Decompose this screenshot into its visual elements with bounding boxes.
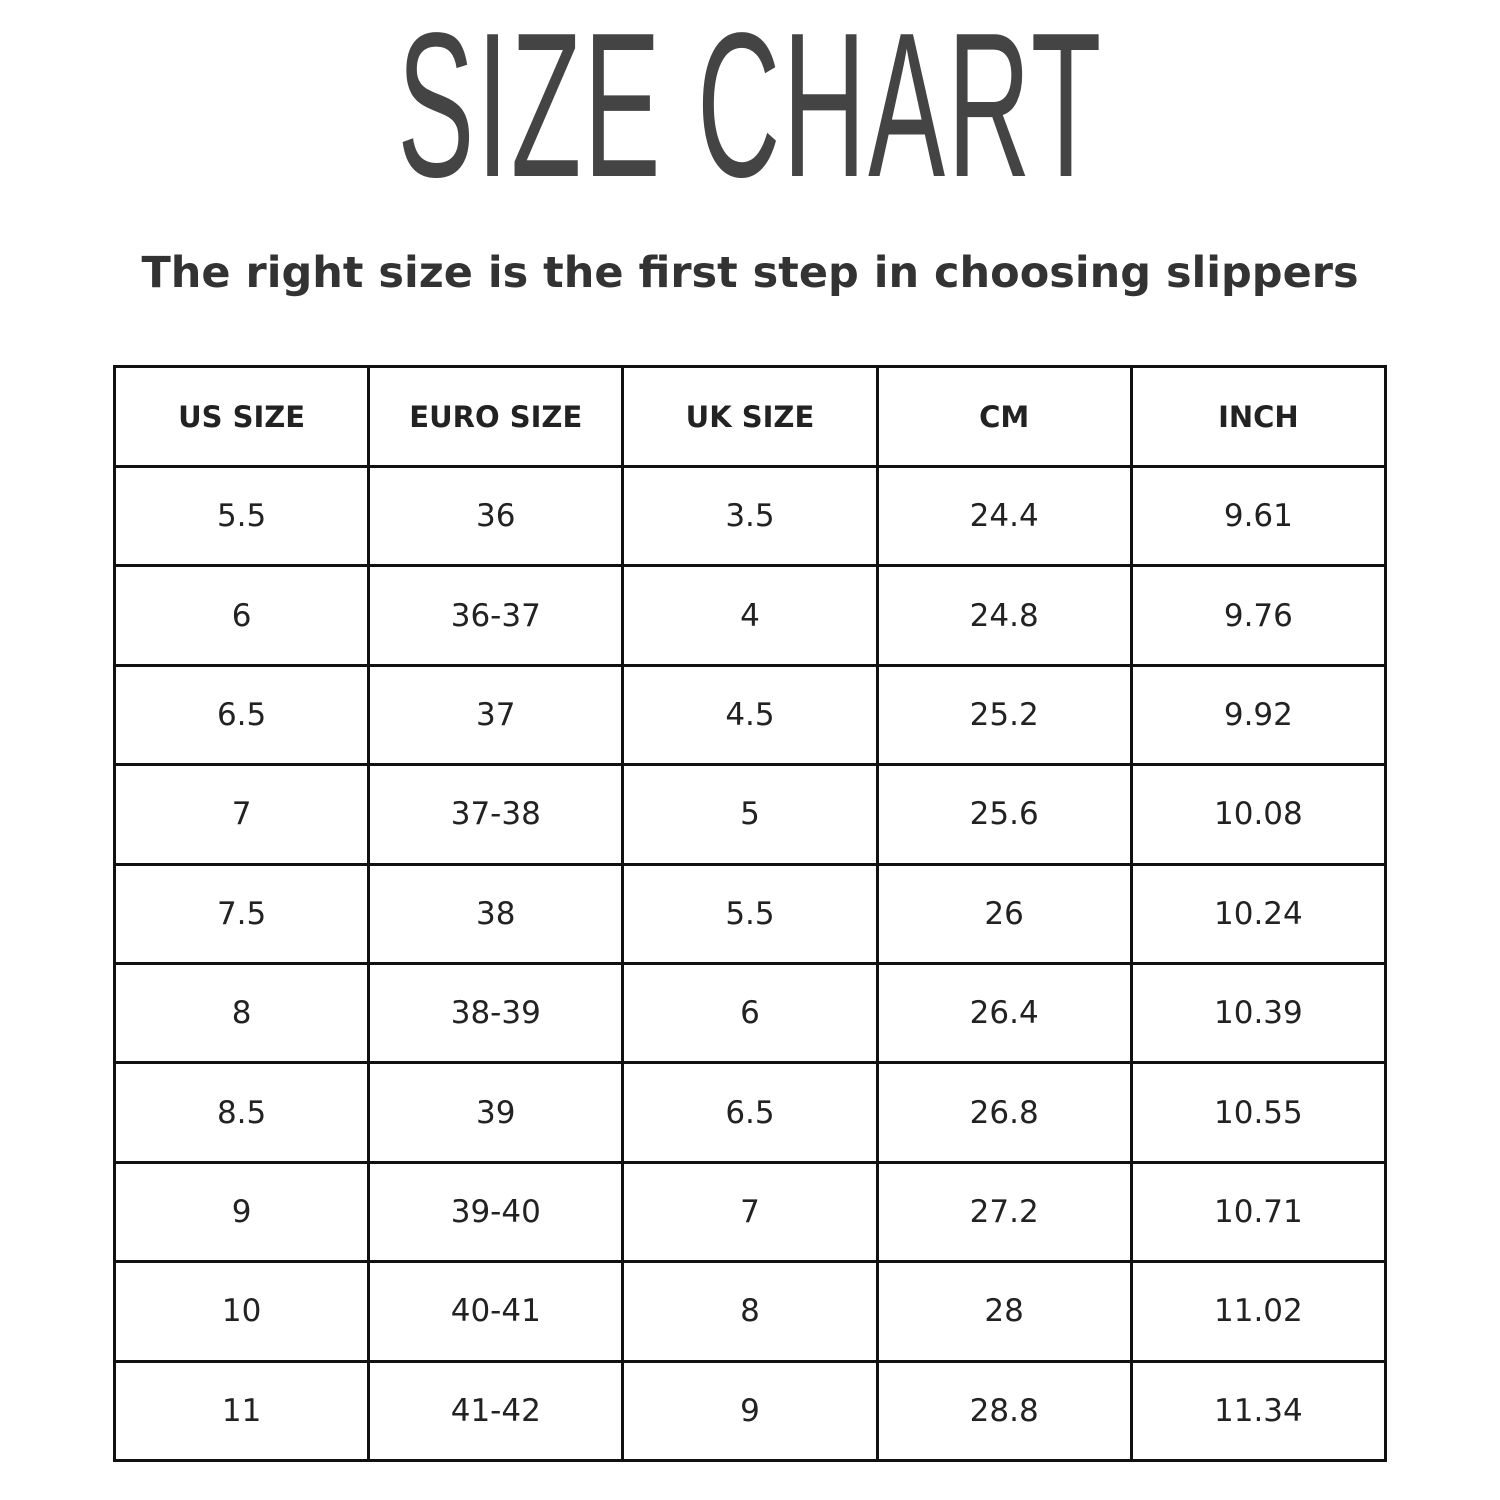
table-cell: 9 [621, 1359, 879, 1463]
table-cell: 6.5 [112, 663, 371, 767]
table-cell: 6 [112, 564, 371, 667]
size-table: US SIZE EURO SIZE UK SIZE CM INCH 5.5 36 3.5 24… [112, 365, 1388, 1463]
table-row: 8.5 39 6.5 26.8 10.55 [112, 1061, 1388, 1164]
table-cell: 10.71 [1129, 1160, 1388, 1264]
table-row: 6.5 37 4.5 25.2 9.92 [112, 663, 1388, 767]
table-cell: 36-37 [367, 564, 625, 667]
table-cell: 11.34 [1129, 1359, 1388, 1463]
table-cell: 3.5 [621, 464, 879, 568]
column-header: US SIZE [112, 365, 371, 468]
table-cell: 25.6 [875, 763, 1133, 866]
table-row: 8 38-39 6 26.4 10.39 [112, 961, 1388, 1065]
table-row: 5.5 36 3.5 24.4 9.61 [112, 464, 1388, 568]
table-cell: 27.2 [875, 1160, 1133, 1264]
table-cell: 38 [367, 862, 625, 965]
subtitle: The right size is the first step in choo… [141, 248, 1359, 298]
table-cell: 28 [875, 1260, 1133, 1363]
table-cell: 11 [112, 1359, 371, 1463]
table-cell: 26 [875, 862, 1133, 965]
table-cell: 26.8 [875, 1061, 1133, 1164]
table-cell: 10 [112, 1260, 371, 1363]
table-cell: 24.8 [875, 564, 1133, 667]
table-cell: 6 [621, 961, 879, 1065]
table-cell: 24.4 [875, 464, 1133, 568]
table-row: 7 37-38 5 25.6 10.08 [112, 763, 1388, 866]
table-cell: 36 [367, 464, 625, 568]
table-cell: 5.5 [112, 464, 371, 568]
table-cell: 5.5 [621, 862, 879, 965]
table-cell: 37-38 [367, 763, 625, 866]
table-cell: 38-39 [367, 961, 625, 1065]
table-cell: 7 [112, 763, 371, 866]
column-header: UK SIZE [621, 365, 879, 468]
table-cell: 10.55 [1129, 1061, 1388, 1164]
page-title: SIZE CHART [0, 2, 1500, 208]
table-cell: 7 [621, 1160, 879, 1264]
table-cell: 9.76 [1129, 564, 1388, 667]
table-cell: 10.24 [1129, 862, 1388, 965]
table-cell: 26.4 [875, 961, 1133, 1065]
page-title-text: SIZE CHART [396, 0, 1104, 220]
table-row: 6 36-37 4 24.8 9.76 [112, 564, 1388, 667]
column-header: INCH [1129, 365, 1388, 468]
table-cell: 7.5 [112, 862, 371, 965]
table-cell: 9.92 [1129, 663, 1388, 767]
table-cell: 10.08 [1129, 763, 1388, 866]
table-cell: 37 [367, 663, 625, 767]
table-cell: 6.5 [621, 1061, 879, 1164]
table-cell: 8 [621, 1260, 879, 1363]
table-cell: 9.61 [1129, 464, 1388, 568]
table-cell: 4 [621, 564, 879, 667]
table-cell: 11.02 [1129, 1260, 1388, 1363]
table-cell: 41-42 [367, 1359, 625, 1463]
table-cell: 39 [367, 1061, 625, 1164]
table-cell: 25.2 [875, 663, 1133, 767]
table-cell: 39-40 [367, 1160, 625, 1264]
table-row: 7.5 38 5.5 26 10.24 [112, 862, 1388, 965]
table-cell: 10.39 [1129, 961, 1388, 1065]
table-row: 10 40-41 8 28 11.02 [112, 1260, 1388, 1363]
table-cell: 8.5 [112, 1061, 371, 1164]
table-cell: 40-41 [367, 1260, 625, 1363]
column-header: EURO SIZE [367, 365, 625, 468]
table-cell: 28.8 [875, 1359, 1133, 1463]
table-row: 11 41-42 9 28.8 11.34 [112, 1359, 1388, 1463]
table-cell: 4.5 [621, 663, 879, 767]
table-cell: 5 [621, 763, 879, 866]
table-cell: 9 [112, 1160, 371, 1264]
table-header-row: US SIZE EURO SIZE UK SIZE CM INCH [112, 365, 1388, 468]
table-row: 9 39-40 7 27.2 10.71 [112, 1160, 1388, 1264]
table-cell: 8 [112, 961, 371, 1065]
column-header: CM [875, 365, 1133, 468]
